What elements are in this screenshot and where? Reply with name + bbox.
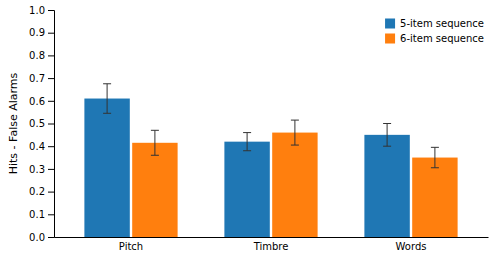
y-tick-mark [48, 78, 54, 79]
error-bar-cap [431, 167, 439, 168]
bar [412, 158, 457, 237]
y-tick: 0.6 [29, 96, 54, 107]
y-tick: 0.0 [29, 232, 54, 243]
error-bar-stem [294, 120, 295, 145]
bar [272, 133, 317, 237]
y-axis-line [48, 11, 55, 238]
y-axis: 0.0 0.1 0.2 0.3 0.4 0.5 0.6 0.7 0.8 0.9 1.0 [29, 5, 54, 243]
x-axis-line [55, 237, 489, 238]
y-tick: 0.1 [29, 209, 54, 220]
y-axis-title: Hits - False Alarms [7, 72, 20, 174]
error-bar [431, 147, 439, 167]
error-bar-cap [103, 113, 111, 114]
x-tick-label: Pitch [119, 241, 143, 252]
error-bar [243, 133, 251, 151]
error-bar-cap [291, 145, 299, 146]
error-bar-stem [387, 124, 388, 147]
x-axis: Pitch Timbre Words [55, 237, 489, 252]
error-bar-cap [383, 123, 391, 124]
y-tick-mark [48, 10, 54, 11]
y-tick-label: 0.2 [29, 186, 45, 197]
y-tick-mark [48, 124, 54, 125]
error-bar-cap [103, 83, 111, 84]
y-tick: 0.9 [29, 27, 54, 38]
error-bar-cap [243, 132, 251, 133]
y-tick-mark [48, 169, 54, 170]
y-tick: 0.7 [29, 73, 54, 84]
legend-label: 5-item sequence [400, 18, 484, 29]
error-bar-stem [247, 133, 248, 151]
error-bar [151, 130, 159, 155]
y-tick: 0.5 [29, 118, 54, 129]
y-tick-mark [48, 101, 54, 102]
error-bar-cap [431, 147, 439, 148]
y-tick-mark [48, 237, 54, 238]
marks [84, 84, 457, 237]
error-bar [383, 124, 391, 147]
plot: 0.0 0.1 0.2 0.3 0.4 0.5 0.6 0.7 0.8 0.9 1.0 Pitch Ti… [29, 5, 488, 252]
y-tick-mark [48, 55, 54, 56]
y-tick-label: 0.9 [29, 27, 45, 38]
error-bar-cap [291, 120, 299, 121]
y-tick-label: 0.7 [29, 73, 45, 84]
x-tick: Pitch [119, 237, 143, 252]
bar [84, 99, 129, 237]
y-tick-label: 0.5 [29, 118, 45, 129]
series [132, 120, 457, 237]
x-tick: Timbre [253, 237, 289, 252]
error-bar-cap [151, 130, 159, 131]
error-bar-cap [243, 150, 251, 151]
legend-item: 5-item sequence [385, 18, 484, 29]
y-tick-label: 0.4 [29, 141, 45, 152]
chart: 0.0 0.1 0.2 0.3 0.4 0.5 0.6 0.7 0.8 0.9 1.0 Pitch Ti… [0, 0, 500, 263]
legend-label: 6-item sequence [400, 33, 484, 44]
error-bar [291, 120, 299, 145]
y-tick-mark [48, 214, 54, 215]
error-bar-stem [107, 84, 108, 114]
y-tick-label: 0.0 [29, 232, 45, 243]
bar [224, 142, 269, 237]
error-bar-stem [154, 130, 155, 155]
y-tick-mark [48, 146, 54, 147]
bar [132, 143, 177, 237]
y-tick-mark [48, 192, 54, 193]
y-tick-label: 0.6 [29, 96, 45, 107]
y-tick: 0.2 [29, 186, 54, 197]
y-tick: 0.8 [29, 50, 54, 61]
legend: 5-item sequence 6-item sequence [385, 18, 484, 44]
y-tick-mark [48, 33, 54, 34]
legend-item: 6-item sequence [385, 33, 484, 44]
error-bar-cap [383, 146, 391, 147]
x-tick: Words [396, 237, 427, 252]
series [84, 84, 409, 237]
legend-swatch [385, 19, 395, 29]
error-bar-cap [151, 155, 159, 156]
y-tick: 0.4 [29, 141, 54, 152]
bar [364, 135, 409, 237]
y-tick-label: 0.3 [29, 164, 45, 175]
x-tick-label: Timbre [253, 241, 289, 252]
y-tick-label: 0.1 [29, 209, 45, 220]
error-bar [103, 84, 111, 114]
y-tick-label: 1.0 [29, 5, 45, 16]
y-tick: 0.3 [29, 164, 54, 175]
y-tick-label: 0.8 [29, 50, 45, 61]
x-tick-label: Words [396, 241, 427, 252]
legend-swatch [385, 34, 395, 44]
y-tick: 1.0 [29, 5, 54, 16]
error-bar-stem [434, 147, 435, 167]
